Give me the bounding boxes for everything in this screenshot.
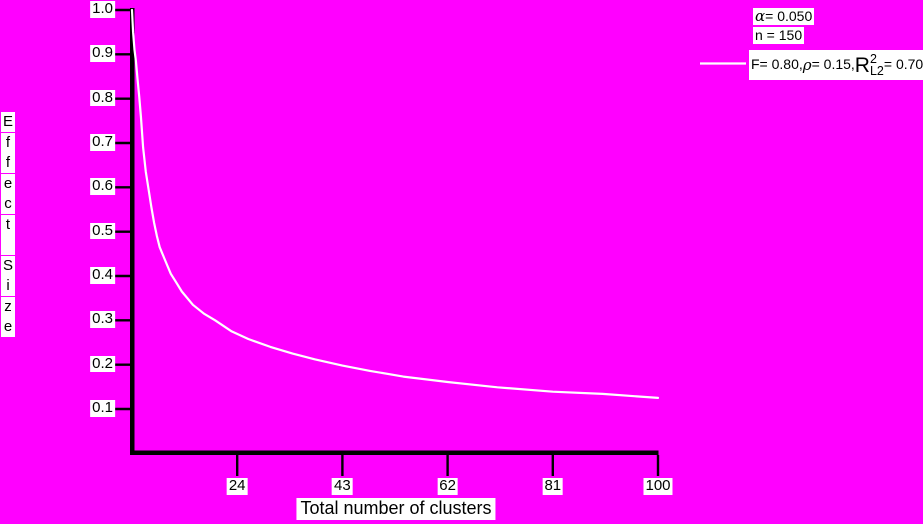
legend-series-label: F= 0.80, ρ = 0.15, R 2 L2 = 0.70 — [749, 50, 923, 80]
legend-f-value: F= 0.80, — [751, 56, 803, 73]
y-tick-label: 0.3 — [90, 310, 115, 328]
y-axis-title-letter: f — [1, 132, 15, 153]
y-tick-label: 0.2 — [90, 354, 115, 373]
x-axis-line — [130, 450, 659, 455]
legend-rho-value: = 0.15, — [811, 56, 855, 73]
x-tick-label: 100 — [643, 477, 673, 495]
y-axis-title-letter: t — [1, 214, 15, 235]
legend-r-supsub: 2 L2 — [869, 51, 884, 78]
y-tick-label: 0.5 — [90, 221, 115, 240]
y-axis-title-letter: E — [1, 112, 15, 132]
legend-r-symbol: R — [854, 53, 870, 77]
effect-size-curve — [130, 8, 660, 399]
y-axis-line — [130, 8, 135, 455]
x-axis-title: Total number of clusters — [296, 498, 496, 520]
legend-alpha: α = 0.050 — [753, 7, 815, 26]
legend-r2-value: = 0.70 — [883, 56, 923, 73]
legend-r-superscript: 2 — [869, 51, 877, 66]
x-tick-label: 24 — [226, 477, 248, 495]
x-tick-label: 81 — [542, 477, 564, 495]
y-axis-title-letter: i — [1, 276, 15, 296]
y-tick-label: 1.0 — [90, 0, 115, 18]
y-axis-title-letter: f — [1, 153, 15, 173]
y-axis-title-letter: z — [1, 296, 15, 317]
y-tick-label: 0.4 — [90, 266, 115, 284]
x-tick-label: 62 — [437, 477, 458, 495]
y-tick-label: 0.7 — [90, 133, 115, 151]
y-axis-title-letter: c — [1, 194, 15, 214]
legend-r-subscript: L2 — [869, 64, 884, 78]
y-tick-label: 0.6 — [90, 177, 115, 195]
y-tick-label: 0.1 — [90, 399, 115, 417]
y-tick-label: 0.8 — [90, 88, 115, 107]
y-axis-title-letter: e — [1, 173, 15, 194]
y-axis-title-letter — [1, 235, 15, 255]
rho-symbol: ρ — [802, 55, 812, 74]
x-axis-ticks — [235, 455, 660, 476]
legend-n: n = 150 — [753, 26, 805, 44]
y-tick-label: 0.9 — [90, 44, 115, 62]
y-axis-title-letter: S — [1, 255, 15, 276]
x-tick-label: 43 — [332, 477, 353, 495]
y-axis-ticks — [114, 8, 131, 411]
y-axis-title-letter: e — [1, 317, 15, 337]
alpha-symbol: α — [755, 7, 766, 26]
alpha-value: = 0.050 — [765, 7, 813, 24]
